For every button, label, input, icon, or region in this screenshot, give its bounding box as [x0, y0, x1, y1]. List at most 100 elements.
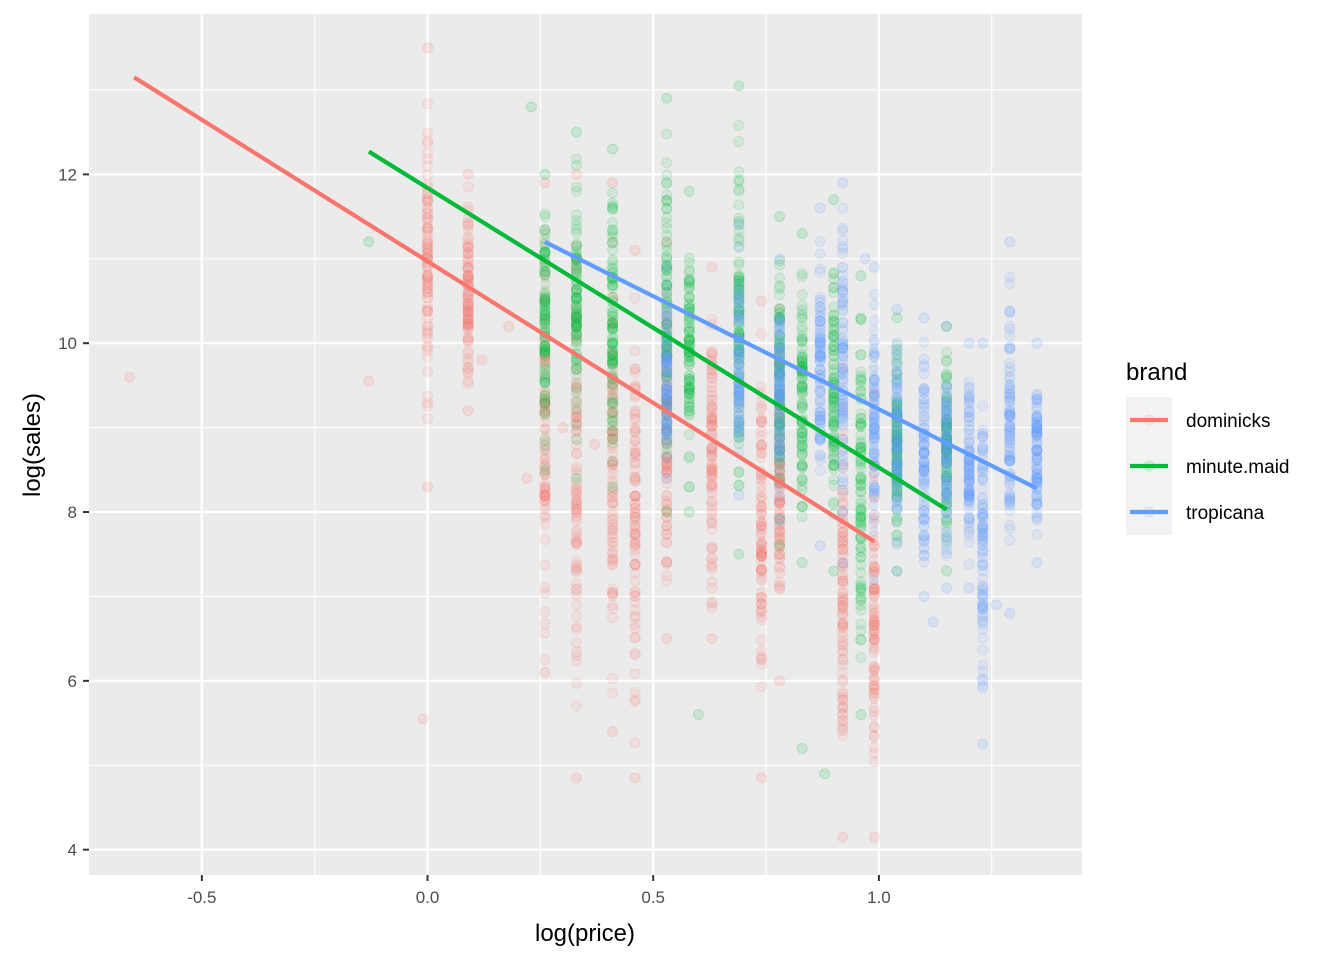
point [661, 252, 673, 264]
point [570, 533, 582, 545]
point [733, 346, 745, 358]
point [462, 320, 474, 332]
point [774, 411, 786, 423]
point [706, 449, 718, 461]
point [868, 637, 880, 649]
point [570, 406, 582, 418]
point [462, 324, 474, 336]
point [891, 303, 903, 315]
point [756, 550, 768, 562]
point [570, 447, 582, 459]
point [837, 831, 849, 843]
point [837, 304, 849, 316]
point [941, 447, 953, 459]
point [683, 355, 695, 367]
point [706, 350, 718, 362]
point [706, 582, 718, 594]
point [837, 550, 849, 562]
point [733, 417, 745, 429]
point [539, 459, 551, 471]
point [539, 618, 551, 630]
point [570, 309, 582, 321]
point [733, 119, 745, 131]
point [629, 404, 641, 416]
point [570, 370, 582, 382]
point [733, 269, 745, 281]
point [570, 259, 582, 271]
point [539, 354, 551, 366]
point [661, 189, 673, 201]
legend-item-tropicana: tropicana [1126, 489, 1265, 535]
point [855, 442, 867, 454]
point [756, 654, 768, 666]
point [706, 464, 718, 476]
point [837, 406, 849, 418]
point [868, 261, 880, 273]
point [837, 575, 849, 587]
point [661, 194, 673, 206]
point [570, 301, 582, 313]
point [661, 424, 673, 436]
point [629, 490, 641, 502]
point [837, 527, 849, 539]
point [661, 529, 673, 541]
point [733, 319, 745, 331]
point [521, 472, 533, 484]
point [539, 448, 551, 460]
point [570, 386, 582, 398]
point [837, 561, 849, 573]
point [462, 309, 474, 321]
point [539, 397, 551, 409]
point [796, 271, 808, 283]
point [756, 611, 768, 623]
point [462, 269, 474, 281]
point [462, 253, 474, 265]
point [422, 248, 434, 260]
point [774, 526, 786, 538]
point [570, 537, 582, 549]
point [683, 326, 695, 338]
point [539, 343, 551, 355]
point [706, 468, 718, 480]
point [977, 738, 989, 750]
point [661, 287, 673, 299]
point [570, 284, 582, 296]
point [661, 383, 673, 395]
point [539, 385, 551, 397]
point [629, 426, 641, 438]
point [774, 324, 786, 336]
point [756, 414, 768, 426]
point [462, 306, 474, 318]
point [570, 650, 582, 662]
point [868, 660, 880, 672]
point [629, 490, 641, 502]
point [539, 287, 551, 299]
point [756, 521, 768, 533]
point [539, 483, 551, 495]
point [607, 317, 619, 329]
point [868, 687, 880, 699]
point [607, 202, 619, 214]
point [814, 236, 826, 248]
point [570, 315, 582, 327]
point [706, 469, 718, 481]
point [683, 375, 695, 387]
point [837, 715, 849, 727]
point [977, 483, 989, 495]
point [607, 547, 619, 559]
point [661, 349, 673, 361]
point [706, 377, 718, 389]
point [941, 491, 953, 503]
point [422, 305, 434, 317]
point [706, 466, 718, 478]
point [422, 400, 434, 412]
point [941, 397, 953, 409]
point [570, 397, 582, 409]
point [607, 204, 619, 216]
point [828, 340, 840, 352]
point [539, 265, 551, 277]
point [756, 565, 768, 577]
point [661, 350, 673, 362]
point [539, 469, 551, 481]
point [683, 408, 695, 420]
